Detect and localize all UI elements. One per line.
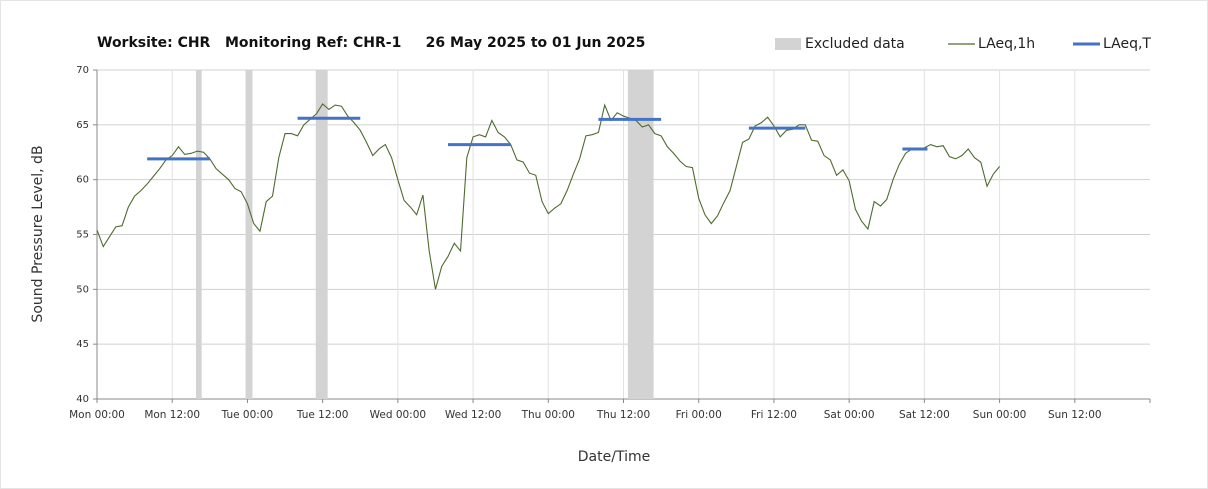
y-tick-label: 45	[76, 339, 89, 350]
legend-swatch	[775, 38, 801, 50]
laeq-1h-line	[96, 103, 1000, 290]
x-tick-label: Sat 12:00	[899, 409, 950, 421]
legend-label: LAeq,1h	[978, 36, 1035, 52]
x-tick-label: Mon 00:00	[69, 409, 125, 421]
excluded-band	[196, 70, 202, 399]
x-axis-title: Date/Time	[578, 449, 650, 465]
y-tick-label: 55	[76, 230, 89, 241]
y-axis-title: Sound Pressure Level, dB	[30, 145, 46, 322]
x-tick-label: Sat 00:00	[824, 409, 875, 421]
x-tick-label: Tue 12:00	[296, 409, 349, 421]
legend-label: LAeq,T	[1103, 36, 1151, 52]
x-tick-label: Mon 12:00	[144, 409, 200, 421]
x-tick-label: Sun 00:00	[973, 409, 1027, 421]
excluded-band	[315, 70, 328, 399]
excluded-band	[245, 70, 253, 399]
y-tick-label: 40	[76, 394, 89, 405]
x-tick-label: Fri 12:00	[751, 409, 797, 421]
x-tick-label: Sun 12:00	[1048, 409, 1102, 421]
x-tick-label: Tue 00:00	[221, 409, 274, 421]
legend-label: Excluded data	[805, 36, 905, 52]
y-tick-label: 65	[76, 120, 89, 131]
x-tick-label: Wed 12:00	[445, 409, 502, 421]
x-tick-label: Fri 00:00	[676, 409, 722, 421]
chart-title: Worksite: CHR Monitoring Ref: CHR-1 26 M…	[97, 35, 645, 51]
x-tick-label: Wed 00:00	[370, 409, 427, 421]
x-tick-label: Thu 12:00	[596, 409, 650, 421]
x-tick-label: Thu 00:00	[521, 409, 575, 421]
y-tick-label: 50	[76, 284, 89, 295]
y-tick-label: 70	[76, 65, 89, 76]
y-tick-label: 60	[76, 175, 89, 186]
